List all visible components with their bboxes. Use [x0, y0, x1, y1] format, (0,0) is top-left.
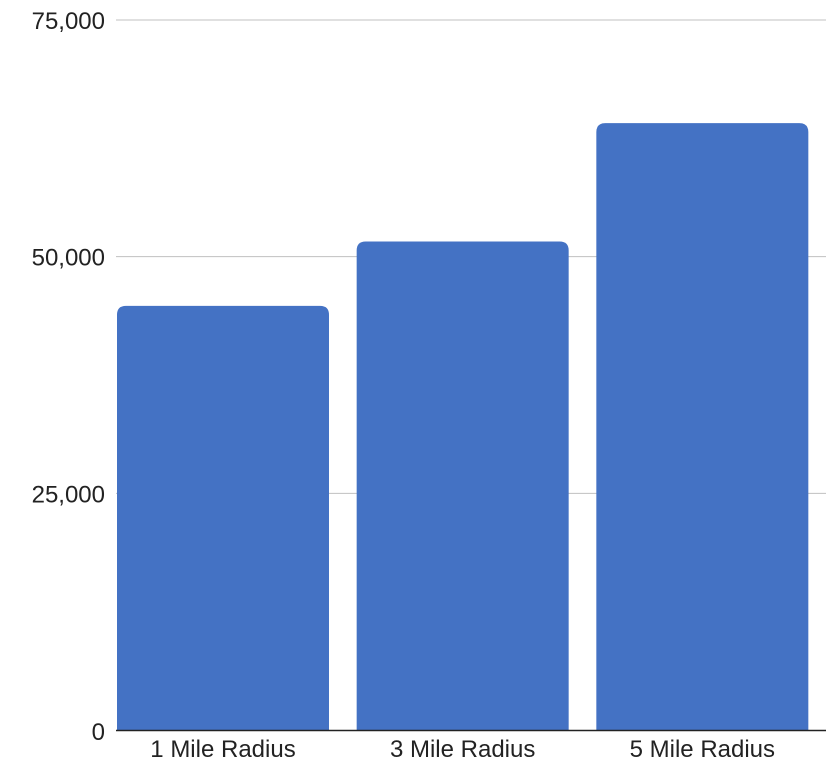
x-tick-label: 3 Mile Radius [390, 736, 535, 761]
y-tick-label: 0 [92, 719, 105, 746]
x-tick-label: 1 Mile Radius [150, 736, 295, 761]
y-tick-label: 25,000 [32, 481, 105, 508]
axis-labels: 0 25,000 50,000 75,000 1 Mile Radius 3 Mile R… [32, 8, 775, 763]
bar-2 [356, 241, 569, 730]
y-tick-label: 75,000 [32, 8, 105, 35]
x-tick-label: 5 Mile Radius [630, 736, 775, 761]
y-tick-label: 50,000 [32, 245, 105, 272]
bars [117, 123, 809, 731]
bar-1 [117, 305, 329, 730]
bar-3 [596, 123, 809, 731]
